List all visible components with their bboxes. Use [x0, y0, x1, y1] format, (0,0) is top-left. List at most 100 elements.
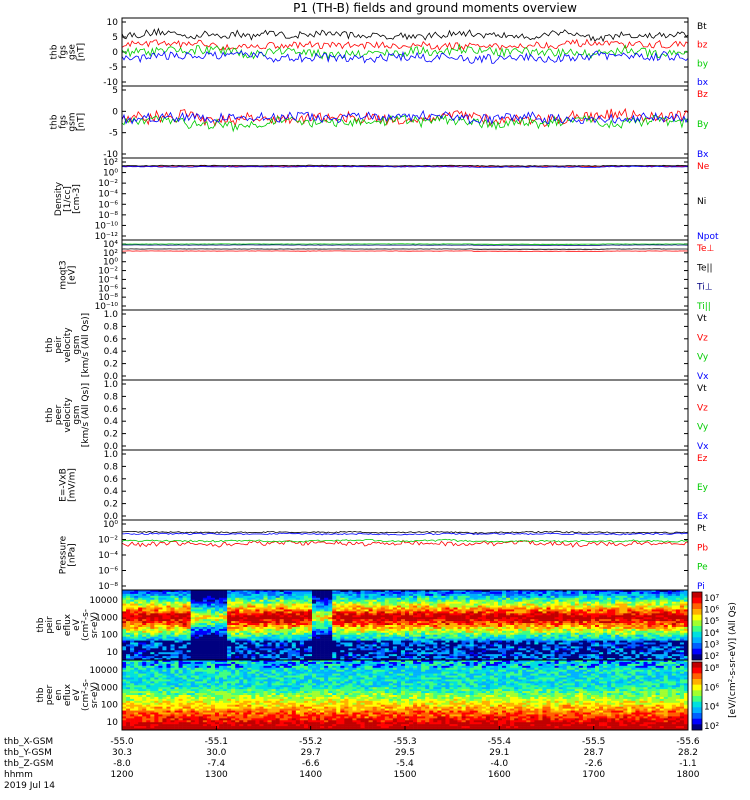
heat-cell — [287, 601, 293, 604]
heat-cell — [287, 630, 293, 634]
heat-cell — [295, 640, 301, 643]
heat-cell — [570, 621, 576, 624]
heat-cell — [590, 613, 596, 616]
heat-cell — [368, 617, 373, 620]
heat-cell — [485, 590, 491, 593]
heat-cell — [651, 634, 656, 637]
heat-cell — [267, 619, 272, 622]
heat-cell — [126, 636, 131, 639]
heat-cell — [388, 603, 394, 606]
heat-cell — [178, 619, 183, 622]
heat-cell — [619, 617, 624, 620]
heat-cell — [384, 646, 390, 649]
heat-cell — [158, 603, 163, 606]
heat-cell — [243, 609, 248, 612]
heat-cell — [223, 611, 228, 614]
heat-cell — [356, 652, 361, 655]
heat-cell — [570, 632, 576, 636]
heat-cell — [586, 621, 592, 624]
heat-cell — [198, 636, 204, 639]
heat-cell — [566, 595, 572, 599]
heat-cell — [259, 601, 264, 604]
heat-cell — [635, 644, 640, 647]
heat-cell — [506, 658, 511, 661]
heat-cell — [352, 591, 357, 595]
heat-cell — [574, 599, 580, 602]
heat-cell — [405, 607, 410, 610]
heat-cell — [182, 611, 187, 614]
ylabel-density: [1/cc] — [63, 186, 73, 212]
heat-cell — [150, 591, 155, 595]
heat-cell — [582, 642, 588, 645]
heat-cell — [582, 591, 588, 595]
heat-cell — [368, 638, 373, 641]
heat-cell — [299, 656, 305, 659]
heat-cell — [150, 630, 155, 634]
heat-cell — [247, 617, 252, 620]
heat-cell — [421, 652, 426, 655]
heat-cell — [550, 593, 555, 597]
heat-cell — [336, 630, 341, 634]
heat-cell — [291, 621, 297, 624]
heat-cell — [514, 652, 519, 655]
heat-cell — [182, 628, 187, 632]
heat-cell — [461, 609, 466, 612]
ylabel-peir_spec: sr-eV) — [90, 612, 100, 638]
heat-cell — [348, 632, 353, 636]
heat-cell — [437, 590, 442, 593]
heat-cell — [170, 644, 175, 647]
heat-cell — [360, 611, 365, 614]
heat-cell — [502, 638, 507, 641]
heat-cell — [170, 630, 175, 634]
heat-cell — [352, 636, 357, 639]
heat-cell — [433, 656, 438, 659]
heat-cell — [388, 625, 394, 628]
heat-cell — [150, 632, 155, 636]
heat-cell — [166, 609, 171, 612]
heat-cell — [550, 623, 555, 626]
heat-cell — [388, 623, 394, 626]
heat-cell — [287, 591, 293, 595]
heat-cell — [465, 638, 470, 641]
heat-cell — [126, 623, 131, 626]
heat-cell — [388, 609, 394, 612]
heat-cell — [489, 607, 495, 610]
heat-cell — [271, 648, 276, 651]
heat-cell — [429, 623, 434, 626]
heat-cell — [441, 634, 446, 637]
heat-cell — [130, 642, 135, 645]
heat-cell — [643, 609, 648, 612]
heat-cell — [259, 658, 264, 661]
heat-cell — [582, 590, 588, 593]
heat-cell — [178, 603, 183, 606]
heat-cell — [465, 648, 470, 651]
heat-cell — [223, 619, 228, 622]
heat-cell — [376, 656, 382, 659]
heat-cell — [647, 609, 652, 612]
heat-cell — [324, 632, 329, 636]
heat-cell — [651, 640, 656, 643]
heat-cell — [275, 656, 280, 659]
heat-cell — [332, 595, 337, 599]
heat-cell — [231, 656, 236, 659]
heat-cell — [611, 646, 616, 649]
heat-cell — [595, 634, 600, 637]
heat-cell — [251, 623, 256, 626]
heat-cell — [409, 619, 414, 622]
heat-cell — [162, 640, 167, 643]
heat-cell — [231, 642, 236, 645]
heat-cell — [190, 599, 196, 602]
heat-cell — [364, 634, 369, 637]
heat-cell — [174, 597, 179, 601]
heat-cell — [607, 615, 612, 618]
heat-cell — [348, 628, 353, 632]
heat-cell — [599, 613, 604, 616]
heat-cell — [263, 654, 268, 657]
heat-cell — [433, 630, 438, 634]
heat-cell — [130, 619, 135, 622]
heat-cell — [647, 632, 652, 636]
heat-cell — [582, 607, 588, 610]
heat-cell — [607, 652, 612, 655]
heat-cell — [409, 591, 414, 595]
heat-cell — [384, 656, 390, 659]
